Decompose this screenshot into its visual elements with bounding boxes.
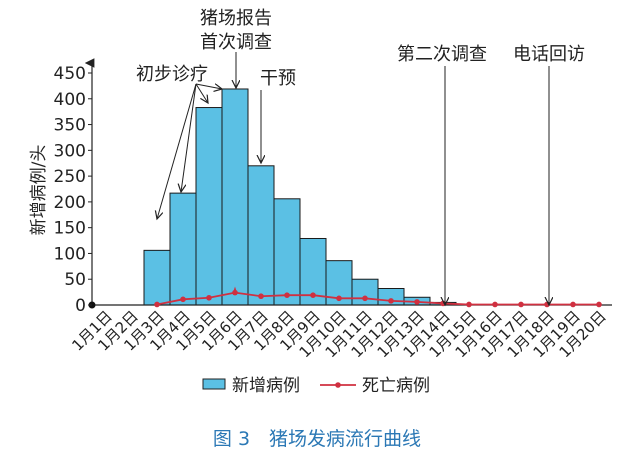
death-point-1月19日 xyxy=(570,301,576,308)
death-point-1月8日 xyxy=(284,292,290,299)
annotation-report-line1: 猪场报告 xyxy=(200,8,272,29)
legend-label-new-cases: 新增病例 xyxy=(232,376,300,396)
death-point-1月13日 xyxy=(414,299,420,305)
bar-1月5日 xyxy=(195,107,223,306)
y-tick-label: 350 xyxy=(54,116,86,136)
y-tick-label: 0 xyxy=(75,296,86,316)
y-tick-label: 200 xyxy=(54,193,86,213)
figure-caption: 图 3 猪场发病流行曲线 xyxy=(212,428,422,450)
death-point-1月20日 xyxy=(596,301,602,308)
death-point-1月12日 xyxy=(388,298,394,304)
annotation-arrow xyxy=(181,83,197,192)
annotation-phone-followup: 电话回访 xyxy=(513,44,585,65)
legend-swatch-deaths-dot xyxy=(335,382,341,388)
annotation-second-survey: 第二次调查 xyxy=(397,44,487,65)
y-tick-label: 100 xyxy=(54,244,86,264)
bar-1月6日 xyxy=(221,88,249,306)
death-point-1月6日 xyxy=(232,289,238,296)
y-tick-label: 150 xyxy=(54,219,86,239)
annotation-arrow xyxy=(157,83,197,219)
death-line xyxy=(156,291,599,306)
bar-1月4日 xyxy=(169,192,197,306)
bar-1月7日 xyxy=(247,165,275,306)
y-tick-label: 300 xyxy=(54,141,86,161)
bar-1月8日 xyxy=(273,198,301,306)
death-point-1月15日 xyxy=(466,301,472,308)
death-point-1月16日 xyxy=(492,301,498,308)
annotation-report-line2: 首次调查 xyxy=(200,32,272,53)
annotation-arrow xyxy=(195,83,222,89)
epidemic-curve-chart: 050100150200250300350400450新增病例/头1月1日1月2… xyxy=(29,8,612,396)
annotation-intervention: 干预 xyxy=(260,68,296,89)
y-tick-label: 250 xyxy=(54,167,86,187)
death-point-1月10日 xyxy=(336,295,342,302)
death-point-1月7日 xyxy=(258,293,264,300)
legend-swatch-new-cases xyxy=(202,378,226,390)
legend-label-deaths: 死亡病例 xyxy=(362,376,430,396)
bar-1月3日 xyxy=(143,249,171,306)
death-point-1月17日 xyxy=(518,301,524,308)
bar-1月11日 xyxy=(351,278,379,306)
annotation-initial-treatment: 初步诊疗 xyxy=(136,64,208,85)
death-point-1月4日 xyxy=(180,296,186,303)
y-tick-label: 50 xyxy=(64,270,86,290)
death-point-1月3日 xyxy=(154,301,160,308)
death-point-1月5日 xyxy=(206,294,212,301)
death-point-1月9日 xyxy=(310,292,316,299)
y-tick-label: 400 xyxy=(54,90,86,110)
y-axis-label: 新增病例/头 xyxy=(29,145,49,236)
death-point-1月11日 xyxy=(362,295,368,302)
annotation-arrow xyxy=(195,83,208,103)
y-tick-label: 450 xyxy=(54,64,86,84)
